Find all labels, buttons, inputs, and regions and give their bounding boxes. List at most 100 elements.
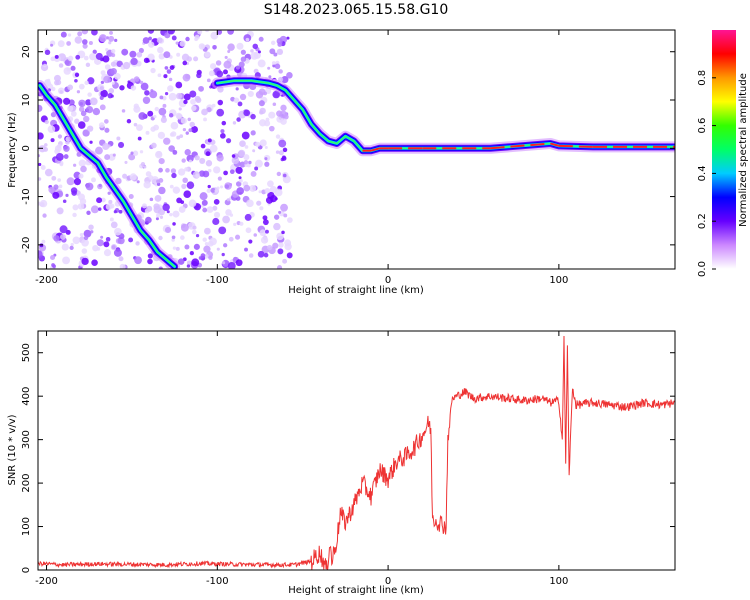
- noise-speckle: [210, 187, 216, 193]
- noise-speckle: [156, 150, 163, 157]
- noise-speckle: [258, 190, 262, 194]
- noise-speckle: [83, 235, 89, 241]
- noise-speckle: [237, 101, 243, 107]
- noise-speckle: [99, 104, 106, 111]
- noise-speckle: [250, 51, 259, 60]
- noise-speckle: [151, 142, 157, 149]
- noise-speckle: [47, 125, 56, 134]
- noise-speckle: [190, 98, 196, 105]
- noise-speckle: [69, 245, 74, 250]
- noise-speckle: [44, 143, 48, 147]
- noise-speckle: [108, 41, 112, 45]
- noise-speckle: [48, 186, 55, 194]
- noise-speckle: [142, 96, 151, 104]
- noise-speckle: [169, 212, 173, 217]
- spectrogram-y-tick-label: 10: [21, 94, 32, 107]
- noise-speckle: [235, 181, 242, 187]
- noise-speckle: [258, 36, 264, 42]
- noise-speckle: [184, 167, 189, 172]
- noise-speckle: [265, 117, 270, 122]
- spectrogram-y-tick-label: -20: [21, 237, 32, 253]
- noise-speckle: [118, 256, 124, 262]
- noise-speckle: [227, 43, 235, 51]
- noise-speckle: [114, 38, 118, 43]
- noise-speckle: [179, 134, 184, 139]
- noise-speckle: [191, 258, 200, 267]
- noise-speckle: [216, 186, 220, 190]
- noise-speckle: [167, 85, 174, 92]
- noise-speckle: [156, 179, 160, 184]
- noise-speckle: [248, 253, 254, 258]
- noise-speckle: [167, 30, 176, 35]
- noise-speckle: [257, 50, 261, 54]
- noise-speckle: [162, 103, 167, 108]
- noise-speckle: [212, 217, 220, 226]
- noise-speckle: [185, 36, 190, 42]
- noise-speckle: [103, 241, 110, 248]
- noise-speckle: [78, 99, 86, 108]
- noise-speckle: [67, 55, 74, 62]
- noise-speckle: [216, 30, 223, 35]
- noise-speckle: [216, 108, 225, 117]
- noise-speckle: [188, 199, 197, 208]
- colorbar-tick-label: 0.0: [697, 261, 708, 277]
- colorbar-tick-label: 0.2: [697, 213, 708, 229]
- noise-speckle: [74, 36, 83, 44]
- noise-speckle: [194, 95, 201, 102]
- noise-speckle: [186, 181, 195, 189]
- noise-speckle: [233, 97, 240, 103]
- noise-speckle: [275, 150, 280, 154]
- noise-speckle: [283, 213, 288, 218]
- noise-speckle: [136, 124, 143, 132]
- noise-speckle: [166, 210, 170, 214]
- noise-speckle: [96, 197, 103, 204]
- noise-speckle: [197, 30, 203, 35]
- noise-speckle: [236, 42, 244, 50]
- noise-speckle: [175, 41, 179, 45]
- noise-speckle: [91, 259, 98, 266]
- snr-y-tick-label: 300: [21, 430, 32, 449]
- noise-speckle: [221, 261, 226, 265]
- noise-speckle: [85, 182, 94, 191]
- noise-speckle: [55, 153, 64, 161]
- noise-speckle: [198, 256, 203, 260]
- noise-speckle: [149, 197, 154, 202]
- figure-title: S148.2023.065.15.58.G10: [264, 2, 449, 18]
- spectral-ridge-descending: [38, 84, 176, 268]
- noise-speckle: [202, 207, 208, 213]
- noise-speckle: [203, 117, 207, 122]
- noise-speckle: [178, 107, 182, 111]
- noise-speckle: [239, 140, 246, 148]
- noise-speckle: [75, 54, 81, 60]
- noise-speckle: [233, 222, 237, 227]
- noise-speckle: [132, 150, 139, 156]
- noise-speckle: [76, 90, 81, 94]
- noise-speckle: [50, 254, 56, 261]
- noise-speckle: [227, 50, 231, 54]
- noise-speckle: [172, 210, 180, 218]
- noise-speckle: [244, 213, 252, 221]
- noise-speckle: [229, 169, 235, 175]
- colorbar: 0.0 0.2 0.4 0.6 0.8 Normalized spectral ampl…: [697, 30, 749, 277]
- noise-speckle: [190, 105, 197, 111]
- noise-speckle: [38, 132, 44, 140]
- noise-speckle: [202, 237, 207, 242]
- noise-speckle: [281, 156, 287, 161]
- noise-speckle: [273, 222, 281, 231]
- noise-speckle: [201, 108, 208, 116]
- noise-speckle: [205, 151, 211, 157]
- noise-speckle: [61, 243, 69, 251]
- noise-speckle: [158, 53, 165, 60]
- noise-speckle: [70, 111, 77, 117]
- noise-speckle: [191, 229, 197, 235]
- noise-speckle: [186, 56, 192, 62]
- snr-y-tick-label: 400: [21, 387, 32, 406]
- noise-speckle: [231, 154, 236, 158]
- noise-speckle: [222, 69, 228, 75]
- noise-speckle: [238, 149, 246, 157]
- noise-speckle: [259, 119, 267, 127]
- noise-speckle: [235, 234, 241, 240]
- noise-speckle: [201, 199, 208, 206]
- colorbar-gradient: [712, 30, 736, 269]
- noise-speckle: [286, 252, 293, 259]
